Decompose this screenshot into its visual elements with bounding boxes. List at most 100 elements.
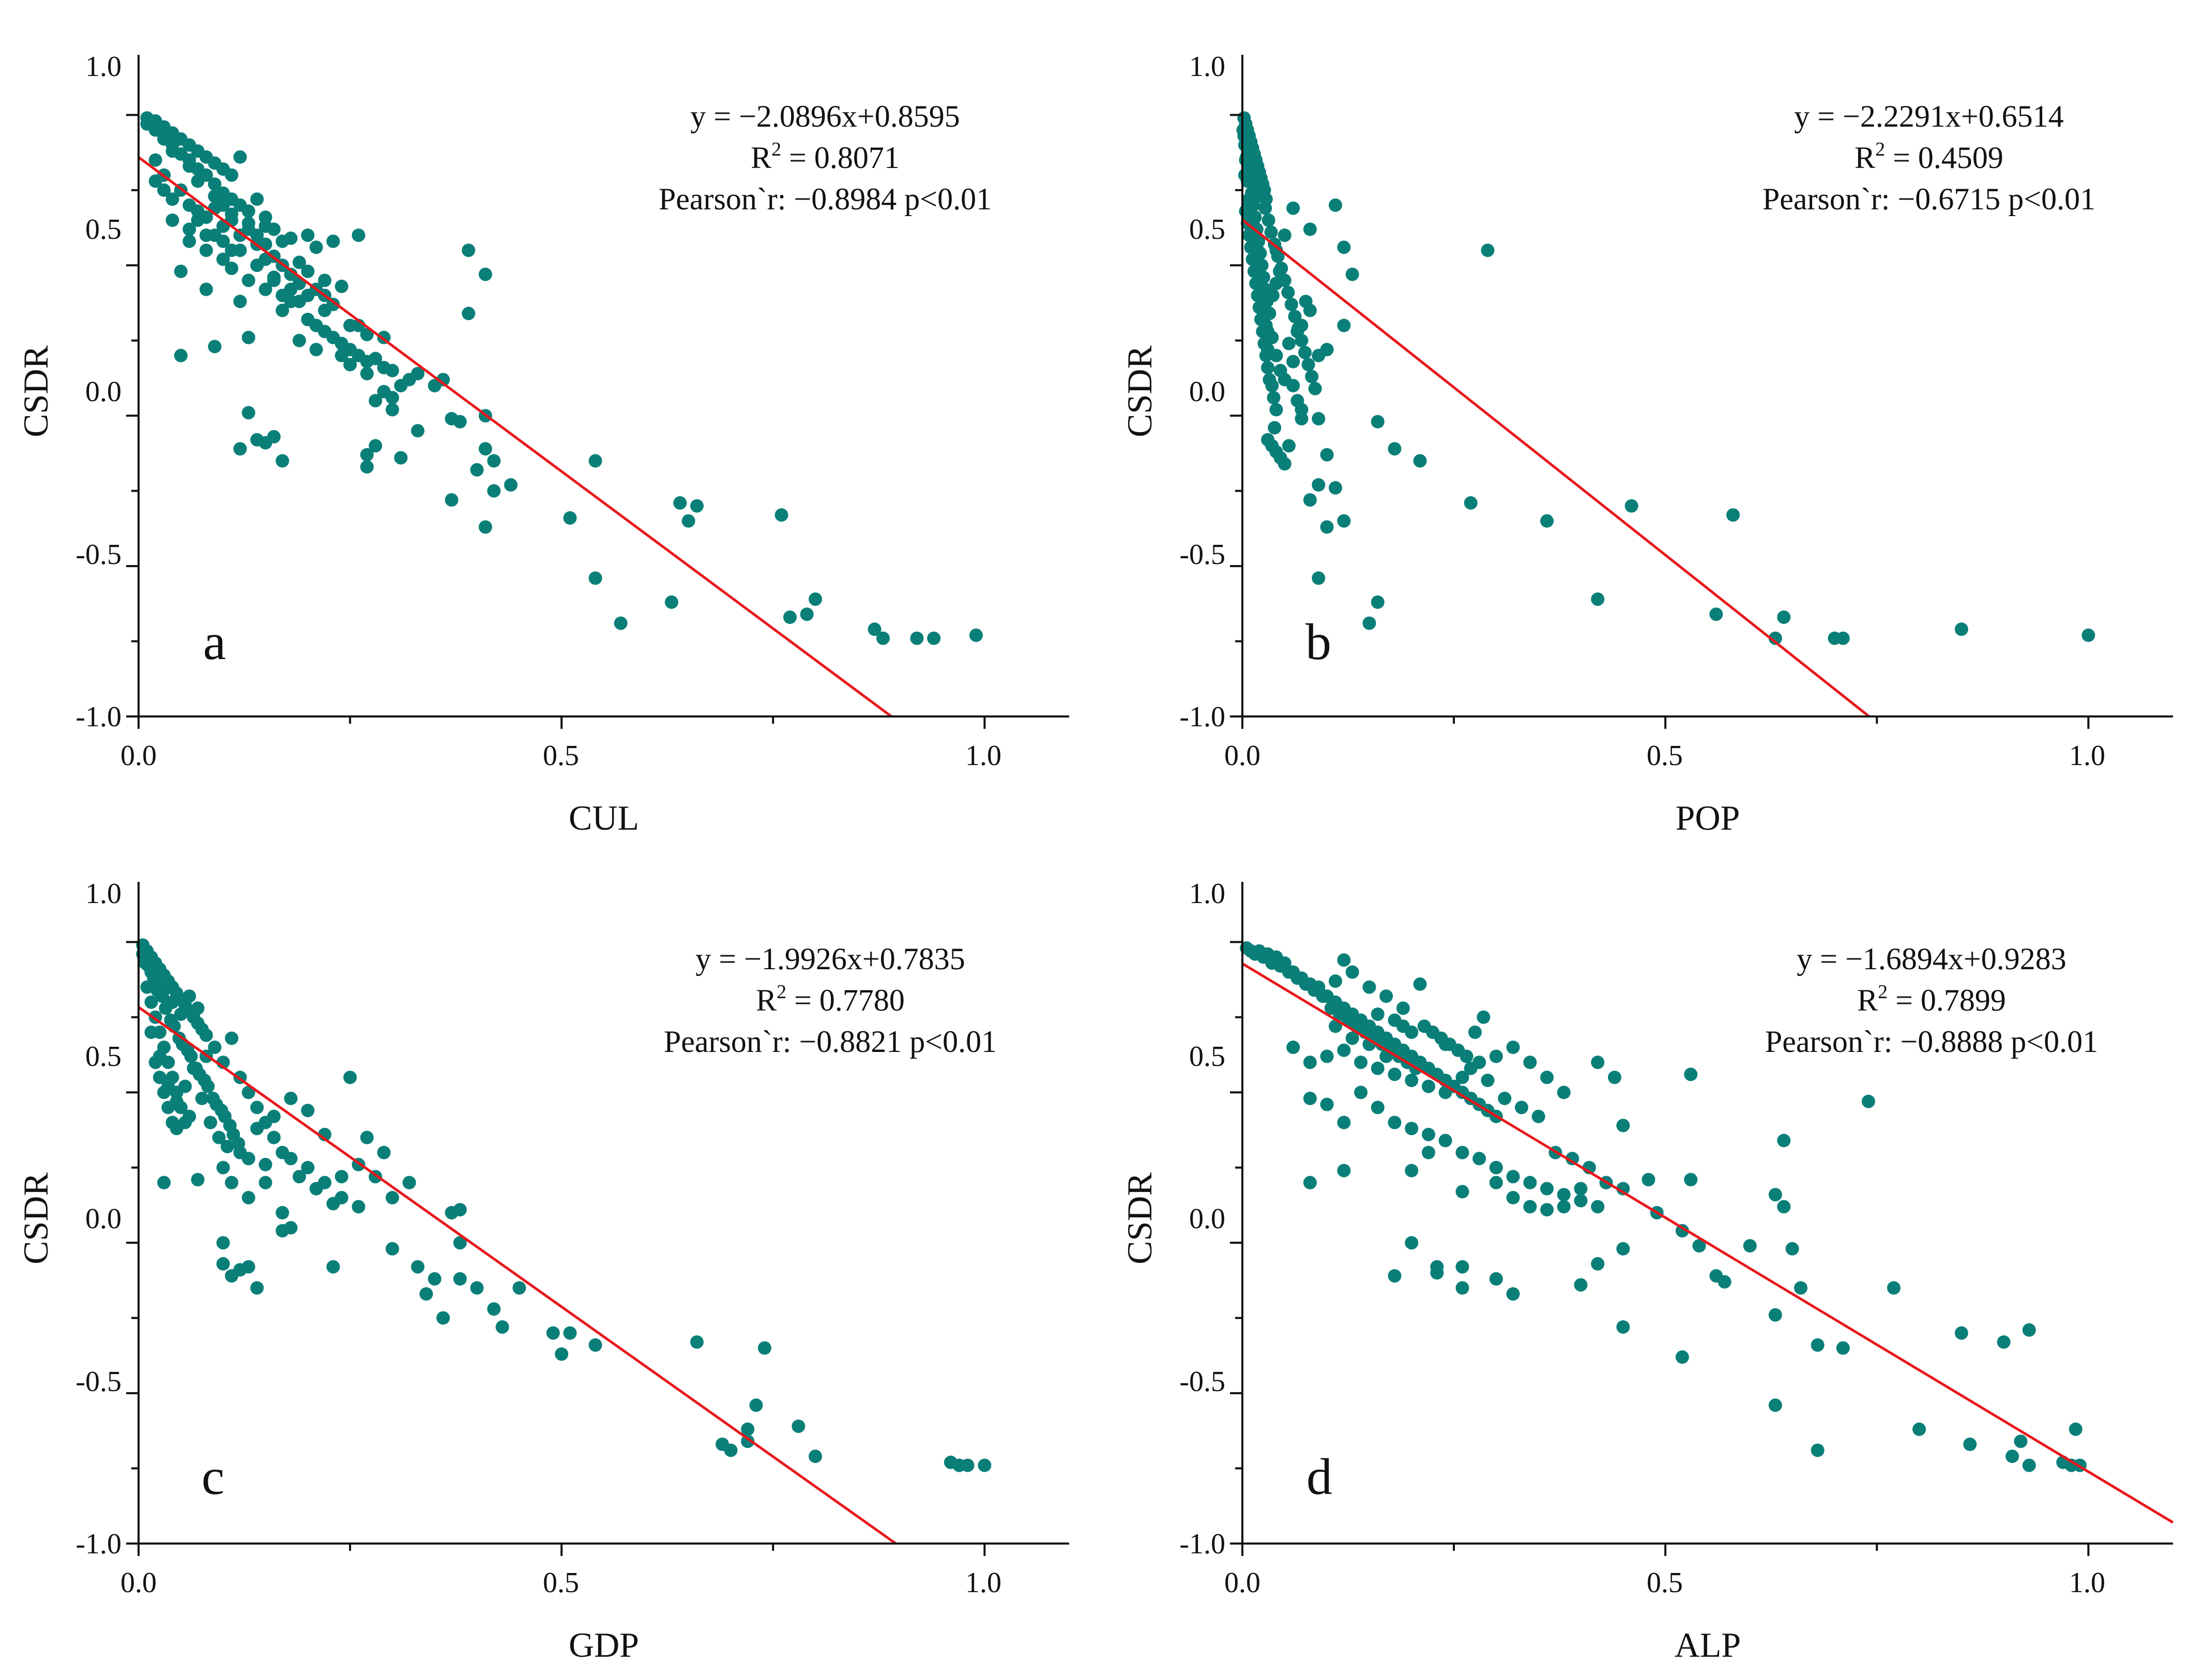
panel-a-point <box>225 168 238 182</box>
panel-d-point <box>1591 1257 1605 1271</box>
panel-a-point <box>284 267 298 281</box>
panel-c-point <box>191 1173 205 1186</box>
panel-c-point <box>170 1122 184 1136</box>
panel-b-point <box>1768 631 1782 645</box>
panel-b-point <box>1271 249 1285 263</box>
panel-d-point <box>1836 1341 1850 1355</box>
panel-d-point <box>1557 1188 1571 1202</box>
panel-b-axes <box>1230 55 2173 729</box>
panel-d-point <box>1887 1281 1901 1295</box>
panel-a-point <box>563 511 577 525</box>
panel-d-point <box>1422 1127 1435 1141</box>
panel-a-point <box>309 343 323 357</box>
panel-c-point <box>385 1190 399 1204</box>
panel-d-regression-line <box>1241 962 2174 1524</box>
panel-b-point <box>1268 421 1282 435</box>
panel-b-ytick-label: 0.5 <box>1189 213 1225 246</box>
panel-b-point <box>1261 361 1275 375</box>
panel-d-point <box>1768 1188 1782 1202</box>
panel-d-point <box>1743 1239 1757 1253</box>
panel-c-points <box>136 938 992 1472</box>
panel-c-point <box>377 1146 391 1159</box>
panel-a-point <box>335 280 348 293</box>
panel-d-point <box>1405 1122 1419 1136</box>
panel-b-point <box>1269 277 1283 291</box>
panel-a-point <box>462 307 476 320</box>
panel-a-point <box>614 616 628 630</box>
panel-c-point <box>546 1326 560 1340</box>
panel-d-point <box>1460 1049 1473 1063</box>
panel-a-point <box>165 213 179 227</box>
panel-c-r-squared: R2 = 0.7780 <box>756 981 905 1017</box>
panel-b-point <box>1265 379 1279 392</box>
panel-a-pearson: Pearson`r: −0.8984 p<0.01 <box>659 182 992 216</box>
panel-a-point <box>148 174 162 188</box>
panel-d-point <box>1540 1182 1554 1196</box>
panel-c-point <box>250 1281 264 1295</box>
panel-a-ytick-label: 0.0 <box>85 376 121 408</box>
panel-b-point <box>1624 499 1638 513</box>
panel-d-point <box>1455 1071 1469 1085</box>
panel-a-point <box>174 264 188 278</box>
panel-a-point <box>927 631 941 645</box>
panel-c-point <box>153 1071 166 1085</box>
panel-d-point <box>1405 1074 1419 1087</box>
panel-d-xtick-label: 0.0 <box>1224 1567 1260 1599</box>
panel-a-point <box>809 592 823 606</box>
panel-a-point <box>504 478 518 492</box>
panel-b-point <box>1371 595 1385 609</box>
panel-b-point <box>1337 514 1351 528</box>
panel-b-point <box>1413 454 1427 468</box>
panel-c-point <box>187 1061 201 1075</box>
panel-c-point <box>352 1200 366 1214</box>
panel-b-point <box>1269 403 1283 417</box>
panel-c-point <box>259 1175 272 1189</box>
panel-b-point <box>1257 303 1271 317</box>
panel-a-point <box>478 520 492 534</box>
panel-c-point <box>563 1326 577 1340</box>
panel-d-point <box>1405 1164 1419 1178</box>
panel-a-point <box>199 210 213 224</box>
panel-a-point <box>183 222 196 236</box>
panel-a-axes <box>126 55 1069 729</box>
panel-a-point <box>301 228 315 242</box>
panel-b-point <box>1301 358 1315 372</box>
panel-c-point <box>212 1131 226 1144</box>
panel-c-point <box>165 995 179 1009</box>
panel-d-point <box>1481 1074 1495 1087</box>
panel-d-axes <box>1230 882 2173 1556</box>
panel-a-point <box>174 348 188 362</box>
panel-c-axes <box>126 882 1069 1556</box>
panel-b-point <box>1251 288 1265 302</box>
panel-c-point <box>267 1109 281 1123</box>
panel-d-point <box>1312 980 1326 994</box>
panel-d-point <box>1405 1025 1419 1039</box>
panel-b-r-squared: R2 = 0.4509 <box>1854 139 2003 175</box>
panel-c-point <box>792 1419 805 1433</box>
panel-d-point <box>1523 1056 1537 1070</box>
panel-b-point <box>1261 213 1275 227</box>
panel-b-ytick-label: -1.0 <box>1179 701 1225 733</box>
panel-b-point <box>1312 571 1326 585</box>
panel-c-point <box>741 1422 755 1436</box>
panel-c-point <box>284 1152 298 1166</box>
panel-d-point <box>1286 1041 1300 1054</box>
panel-a-point <box>309 318 323 332</box>
panel-b: -1.0 -0.5 0.0 0.5 1.0 0.0 0.5 1.0 POP CS… <box>1120 51 2173 837</box>
panel-a-point <box>241 204 255 218</box>
panel-c-ytick-label: 0.5 <box>85 1041 121 1073</box>
panel-b-point <box>1264 225 1278 239</box>
panel-c-equation: y = −1.9926x+0.7835 <box>695 942 965 976</box>
panel-d-equation: y = −1.6894x+0.9283 <box>1797 942 2066 976</box>
panel-c-point <box>157 1175 171 1189</box>
panel-c-point <box>191 1001 205 1015</box>
panel-a-point <box>588 454 602 468</box>
panel-a-point <box>318 273 331 287</box>
panel-a-ytick-label: 1.0 <box>85 51 121 83</box>
panel-c-point <box>724 1443 738 1457</box>
panel-b-point <box>1540 514 1554 528</box>
panel-c-point <box>385 1242 399 1256</box>
panel-b-point <box>1298 346 1312 359</box>
panel-a-point <box>241 216 255 230</box>
